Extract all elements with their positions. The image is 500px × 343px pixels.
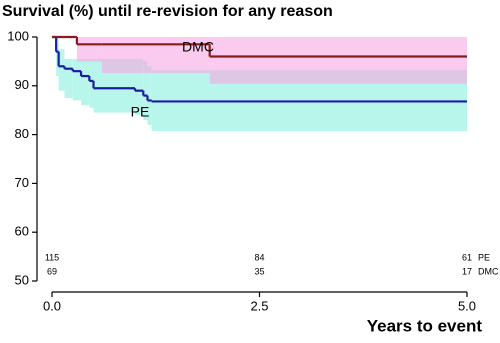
y-tick-label: 60: [15, 224, 29, 239]
y-tick-label: 50: [15, 272, 29, 287]
confidence-band: [135, 58, 144, 116]
at-risk-count: 84: [254, 252, 264, 262]
at-risk-label: DMC: [478, 266, 499, 276]
confidence-band: [58, 49, 65, 91]
y-tick-label: 70: [15, 175, 29, 190]
x-tick-label: 0.0: [43, 298, 61, 313]
confidence-band: [76, 37, 102, 62]
confidence-band: [81, 58, 90, 106]
x-tick-label: 2.5: [250, 298, 268, 313]
y-tick-label: 100: [7, 28, 29, 43]
y-tick-label: 90: [15, 77, 29, 92]
series-label: PE: [131, 104, 150, 120]
at-risk-count: 115: [45, 252, 59, 262]
confidence-band: [56, 37, 59, 77]
at-risk-count: 69: [47, 266, 57, 276]
y-tick-label: 80: [15, 126, 29, 141]
confidence-band: [64, 58, 73, 98]
confidence-band: [147, 66, 152, 125]
confidence-band: [143, 61, 148, 120]
series-label: DMC: [182, 39, 214, 55]
confidence-band: [72, 58, 82, 101]
x-tick-label: 5.0: [458, 298, 476, 313]
at-risk-count: 35: [254, 266, 264, 276]
chart-title: Survival (%) until re-revision for any r…: [2, 3, 333, 20]
confidence-band: [209, 37, 467, 84]
confidence-band: [89, 58, 94, 108]
x-axis-label: Years to event: [367, 316, 483, 335]
at-risk-count: 17: [462, 266, 472, 276]
at-risk-label: PE: [478, 252, 490, 262]
confidence-band: [101, 37, 210, 74]
at-risk-count: 61: [462, 252, 472, 262]
